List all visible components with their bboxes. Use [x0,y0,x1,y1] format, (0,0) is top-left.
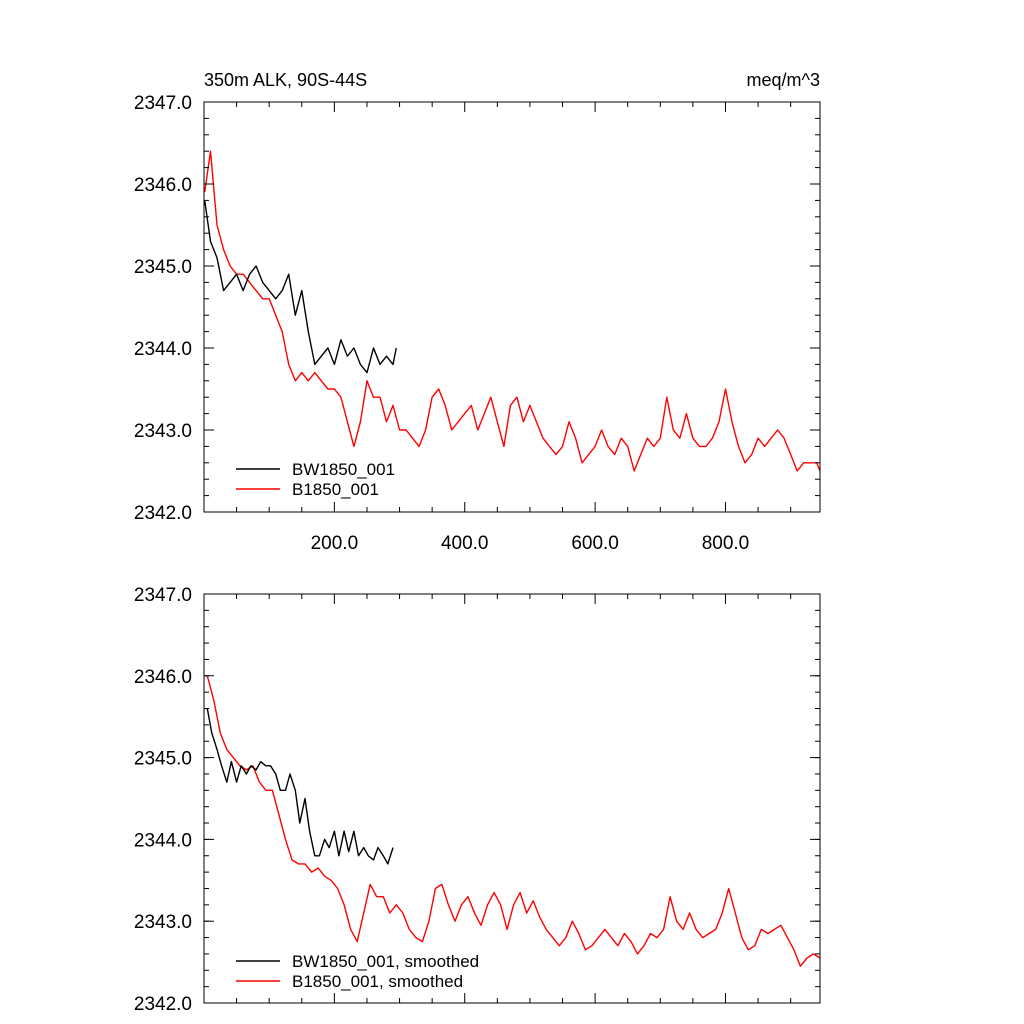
bottom-y-tick-label: 2345.0 [134,749,192,770]
bottom-y-tick-label: 2347.0 [134,585,192,606]
bottom-series-line-1 [206,675,821,967]
bottom-legend-label-1: B1850_001, smoothed [292,972,463,991]
top-series-line-1 [204,150,821,472]
top-x-tick-label: 400.0 [441,533,489,554]
top-x-tick-label: 200.0 [311,533,359,554]
bottom-series-layer [206,675,821,967]
top-panel-units: meq/m^3 [747,70,820,90]
bottom-y-tick-label: 2344.0 [134,830,192,851]
top-panel: 350m ALK, 90S-44S meq/m^3 2342.02343.023… [134,70,821,554]
top-y-tick-label: 2346.0 [134,175,192,196]
top-y-tick-label: 2342.0 [134,503,192,524]
top-y-tick-label: 2345.0 [134,257,192,278]
bottom-y-tick-label: 2343.0 [134,912,192,933]
top-series-layer [204,150,821,472]
top-series-line-0 [204,200,397,374]
top-legend-label-0: BW1850_001 [292,460,395,479]
top-y-tick-label: 2347.0 [134,93,192,114]
top-y-tick-label: 2344.0 [134,339,192,360]
top-panel-title: 350m ALK, 90S-44S [204,70,367,90]
bottom-plot-frame [203,593,821,1004]
top-tick-layer: 2342.0 2343.0 2344.0 2345.0 2346.0 2347.0 200.… [134,93,820,554]
bottom-y-tick-label: 2346.0 [134,667,192,688]
top-legend-label-1: B1850_001 [292,480,379,499]
bottom-panel: 2342.0 2343.0 2344.0 2345.0 2346.0 2347.0 BW1… [134,585,821,1015]
bottom-tick-layer: 2342.0 2343.0 2344.0 2345.0 2346.0 2347.0 [134,585,820,1015]
bottom-y-tick-label: 2342.0 [134,994,192,1015]
top-plot-frame [203,101,821,513]
top-y-tick-label: 2343.0 [134,421,192,442]
top-x-tick-label: 800.0 [702,533,750,554]
bottom-legend-label-0: BW1850_001, smoothed [292,952,479,971]
top-x-tick-label: 600.0 [571,533,619,554]
bottom-series-line-0 [206,708,394,865]
